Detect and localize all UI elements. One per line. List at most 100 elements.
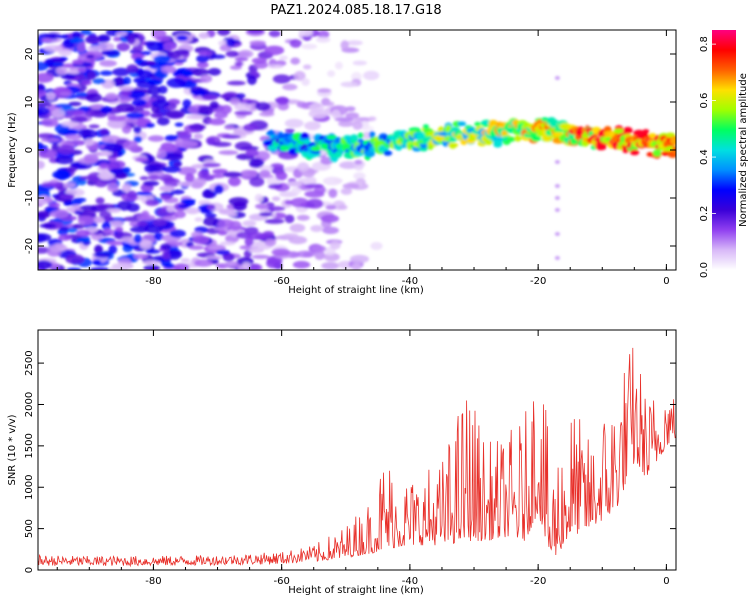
heatmap-cell <box>251 254 270 259</box>
y-tick-label: 1500 <box>24 433 35 458</box>
heatmap-cell <box>107 240 126 246</box>
heatmap-cell <box>284 214 295 224</box>
heatmap-cell <box>279 144 290 152</box>
heatmap-cell <box>41 117 59 127</box>
heatmap-cell <box>207 68 221 76</box>
heatmap-cell <box>38 106 50 116</box>
heatmap-cells <box>38 30 676 270</box>
heatmap-cell <box>139 51 153 56</box>
heatmap-cell <box>105 92 118 101</box>
heatmap-cell <box>202 162 221 168</box>
heatmap-cell <box>272 74 291 84</box>
heatmap-cell <box>342 183 360 189</box>
heatmap-cell <box>93 177 109 188</box>
snr-series-line <box>38 347 676 568</box>
heatmap-cell <box>158 85 168 94</box>
heatmap-cell <box>116 42 130 52</box>
x-tick-label: 0 <box>663 276 669 287</box>
y-tick-label: -10 <box>24 190 35 206</box>
heatmap-cell <box>301 78 310 86</box>
snr-panel: -80 -60 -40 -20 0 0 500 1000 1500 2000 2500 Height… <box>7 329 677 596</box>
heatmap-cell <box>131 98 147 107</box>
heatmap-cell <box>67 69 81 75</box>
heatmap-cell <box>212 168 228 175</box>
heatmap-cell <box>60 73 76 80</box>
heatmap-cell <box>163 177 176 183</box>
heatmap-cell <box>79 205 98 212</box>
heatmap-cell <box>97 203 116 210</box>
heatmap-cell <box>54 156 74 165</box>
heatmap-cell <box>296 214 310 221</box>
heatmap-cell <box>133 234 142 244</box>
heatmap-cell <box>259 212 273 217</box>
heatmap-cell <box>190 89 207 96</box>
heatmap-cell <box>247 75 257 85</box>
heatmap-cell <box>41 38 53 43</box>
heatmap-cell <box>268 183 283 190</box>
heatmap-cell <box>325 204 337 210</box>
heatmap-cell <box>244 236 254 247</box>
heatmap-cell <box>196 61 209 69</box>
heatmap-cell <box>226 212 238 217</box>
heatmap-cell <box>184 199 196 207</box>
heatmap-cell <box>77 67 87 73</box>
snr-ylabel: SNR (10 * v/v) <box>7 414 18 485</box>
heatmap-cell <box>66 166 78 173</box>
y-tick-label: 20 <box>24 48 35 61</box>
heatmap-cell <box>264 238 277 247</box>
heatmap-cell <box>74 210 83 215</box>
y-tick-label: 0 <box>24 147 35 153</box>
heatmap-cell <box>101 135 121 144</box>
heatmap-cell <box>178 131 192 141</box>
heatmap-cell <box>103 228 113 234</box>
heatmap-cell <box>474 121 481 127</box>
heatmap-cell <box>136 220 147 227</box>
heatmap-cell <box>354 159 363 165</box>
heatmap-cell <box>554 196 560 200</box>
heatmap-cell <box>145 122 155 128</box>
heatmap-cell <box>76 229 91 237</box>
heatmap-cell <box>94 252 112 258</box>
heatmap-cell <box>325 101 335 107</box>
heatmap-cell <box>192 177 207 187</box>
heatmap-cell <box>160 257 171 267</box>
heatmap-cell <box>351 263 362 270</box>
colorbar-tick-label: 0.4 <box>699 149 710 165</box>
heatmap-cell <box>251 57 267 64</box>
heatmap-cell <box>135 191 153 196</box>
heatmap-cell <box>514 135 522 142</box>
heatmap-cell <box>289 223 306 233</box>
heatmap-cell <box>80 30 92 36</box>
heatmap-cell <box>383 150 393 156</box>
x-tick-label: -80 <box>145 276 161 287</box>
heatmap-cell <box>303 64 312 70</box>
heatmap-cell <box>38 72 54 83</box>
heatmap-cell <box>80 175 100 180</box>
heatmap-cell <box>85 92 102 103</box>
heatmap-cell <box>254 193 264 203</box>
heatmap-cell <box>266 129 276 136</box>
heatmap-cell <box>345 112 360 119</box>
heatmap-cell <box>234 110 253 116</box>
x-tick-label: -20 <box>530 576 546 587</box>
heatmap-cell <box>228 197 249 206</box>
heatmap-cell <box>288 236 308 245</box>
heatmap-cell <box>338 120 354 127</box>
x-tick-label: -40 <box>402 276 418 287</box>
heatmap-cell <box>236 93 246 99</box>
heatmap-cell <box>194 259 213 267</box>
heatmap-cell <box>320 214 340 223</box>
heatmap-cell <box>99 60 117 67</box>
heatmap-cell <box>176 35 188 41</box>
heatmap-cell <box>148 78 162 86</box>
heatmap-cell <box>363 126 375 131</box>
heatmap-cell <box>156 149 167 159</box>
heatmap-cell <box>188 124 206 130</box>
heatmap-cell <box>38 102 52 107</box>
heatmap-cell <box>107 182 119 192</box>
heatmap-cell <box>139 176 149 181</box>
heatmap-cell <box>174 210 186 219</box>
heatmap-cell <box>334 137 343 145</box>
heatmap-cell <box>275 96 289 106</box>
heatmap-cell <box>198 106 214 116</box>
